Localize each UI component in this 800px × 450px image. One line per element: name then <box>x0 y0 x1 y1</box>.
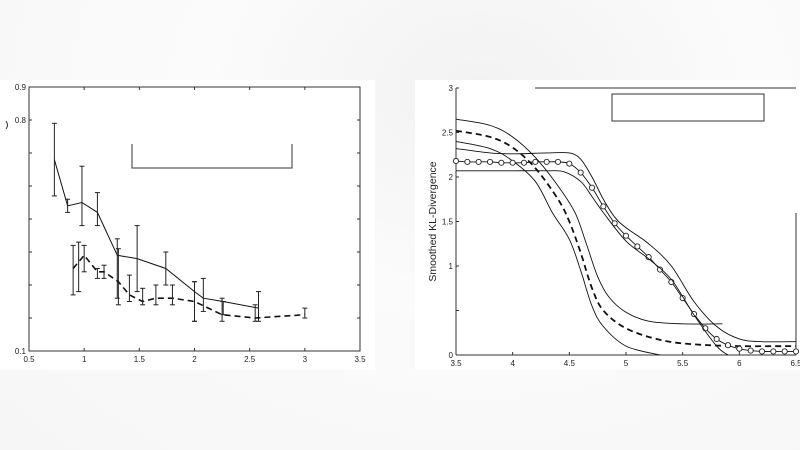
ylabel-fragment <box>5 120 8 130</box>
circle-marker <box>464 158 471 165</box>
circle-marker <box>781 348 788 355</box>
circle-marker <box>736 345 743 352</box>
series-line-dashed-upper-band <box>455 118 723 325</box>
y-tick-label: 1 <box>449 262 454 271</box>
y-axis-label: Smoothed KL-Divergence <box>427 161 439 281</box>
x-tick-label: 5 <box>624 359 629 368</box>
y-tick-label: 0 <box>449 351 454 360</box>
series-line-circles-upper-band <box>455 148 797 343</box>
circle-marker <box>475 158 482 165</box>
series-line-dashed-mean <box>455 129 797 348</box>
circle-marker <box>543 158 550 165</box>
circle-marker <box>520 159 528 166</box>
series-line-circles-mean <box>455 160 796 352</box>
y-tick-label: 1.5 <box>442 218 454 227</box>
y-tick-label: 3 <box>449 84 454 93</box>
x-tick-label: 3 <box>303 355 308 364</box>
x-tick-label: 2 <box>192 355 197 364</box>
circle-marker <box>611 220 618 227</box>
left-chart-panel: 0.1 0.8 0.9 0.5 1 1.5 2 2.5 3 3.5 <box>0 80 375 370</box>
series-line-dashed <box>72 254 305 319</box>
circle-marker <box>724 342 732 349</box>
circle-marker <box>634 243 641 250</box>
x-tick-label: 1.5 <box>134 355 146 364</box>
left-chart: 0.1 0.8 0.9 0.5 1 1.5 2 2.5 3 3.5 <box>5 83 366 364</box>
x-tick-label: 1 <box>82 355 87 364</box>
circle-marker <box>792 348 800 355</box>
circle-marker <box>747 347 754 354</box>
right-chart-panel: 0 1 1.5 2 2.5 3 3.5 4 4.5 5 5.5 6 6.5 Smoothed KL-Div… <box>415 80 800 370</box>
x-tick-label: 3.5 <box>450 359 462 368</box>
circle-marker <box>577 169 584 176</box>
series-line-dashed-lower-band <box>455 140 661 356</box>
circle-marker <box>566 160 573 167</box>
circle-marker <box>554 158 562 165</box>
circle-marker <box>758 348 766 355</box>
y-tick-label: 2 <box>449 173 454 182</box>
circle-marker <box>486 158 494 165</box>
circle-marker <box>588 184 596 191</box>
circle-marker <box>498 159 505 166</box>
circle-marker <box>656 266 664 273</box>
x-tick-label: 2.5 <box>244 355 256 364</box>
circle-marker <box>532 158 539 165</box>
x-tick-label: 4 <box>510 359 515 368</box>
x-tick-label: 6 <box>737 359 742 368</box>
y-tick-label: 0.1 <box>15 347 27 356</box>
legend-box <box>611 93 765 122</box>
x-tick-label: 4.5 <box>564 359 576 368</box>
right-chart: 0 1 1.5 2 2.5 3 3.5 4 4.5 5 5.5 6 6.5 Smoothed KL-Div… <box>427 84 800 368</box>
x-tick-label: 6.5 <box>790 359 800 368</box>
circle-marker <box>509 159 516 166</box>
x-tick-label: 3.5 <box>354 355 366 364</box>
circle-marker <box>600 203 607 210</box>
x-tick-label: 5.5 <box>677 359 689 368</box>
circle-marker <box>713 335 720 343</box>
x-tick-label: 0.5 <box>23 355 35 364</box>
legend-box <box>131 144 293 169</box>
circle-marker <box>452 157 460 165</box>
series-line-solid <box>53 159 259 309</box>
y-tick-label: 2.5 <box>442 129 454 138</box>
y-tick-label: 0.8 <box>15 116 27 125</box>
y-tick-label: 0.9 <box>15 83 27 92</box>
series-line-circles-lower-band <box>455 170 729 356</box>
circle-marker <box>770 348 777 355</box>
circle-marker <box>622 232 630 239</box>
